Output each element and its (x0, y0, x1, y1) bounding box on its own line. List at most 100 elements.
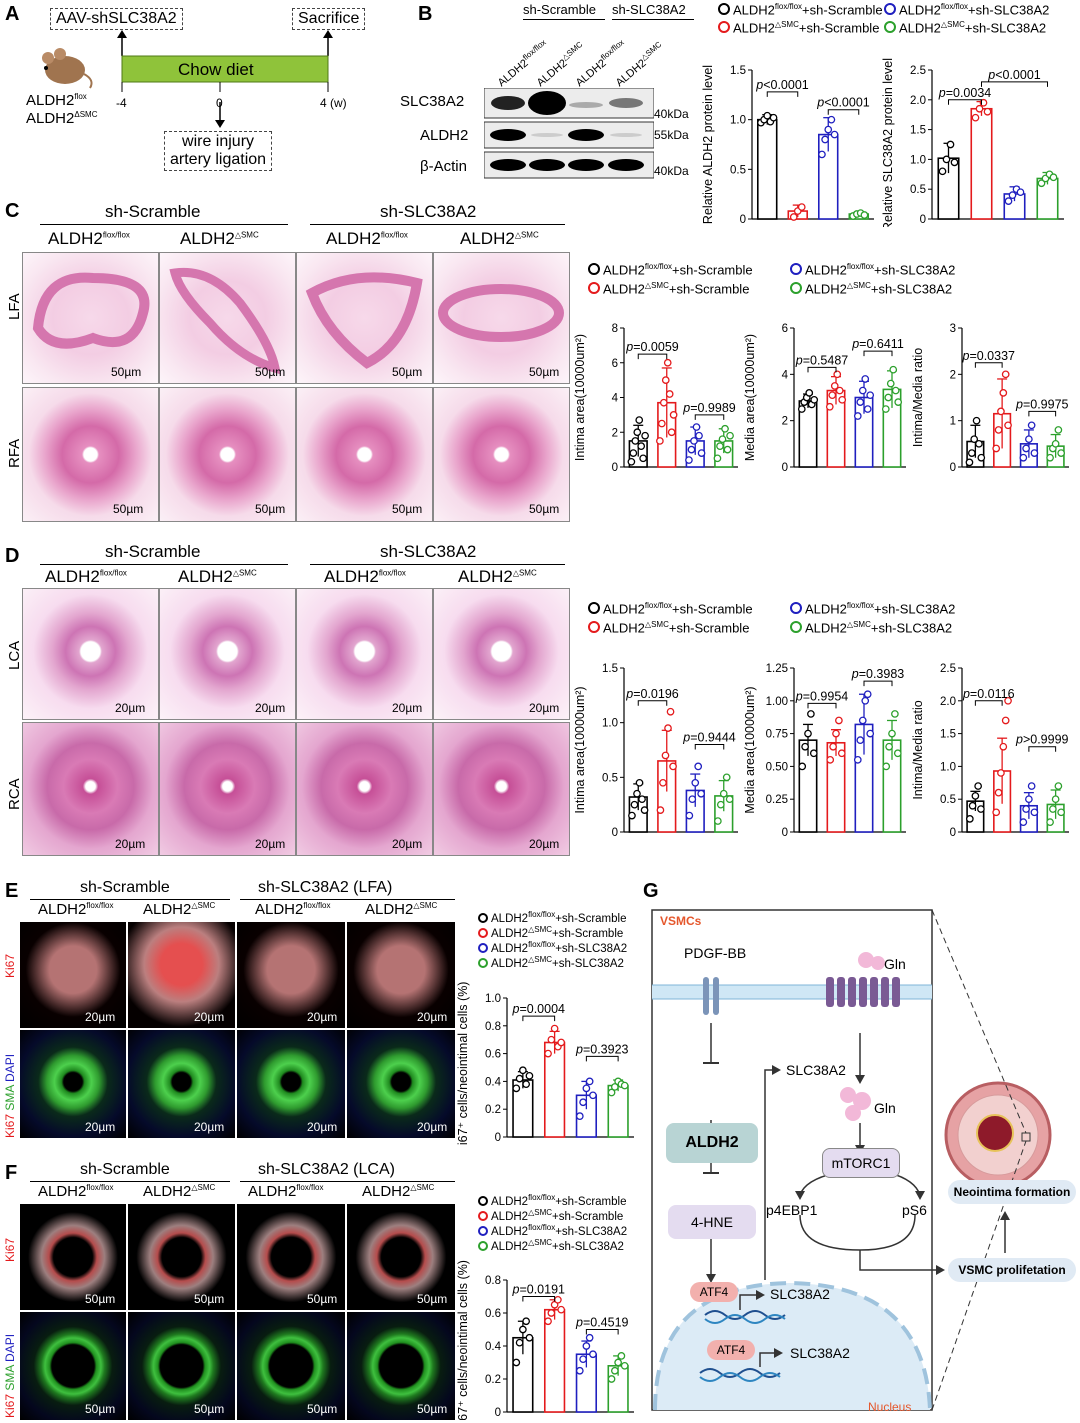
legend-d-2: ALDH2flox/flox+sh-SLC38A2 (790, 601, 955, 616)
data-point (610, 1366, 619, 1375)
data-point (554, 1295, 562, 1304)
data-point (882, 762, 891, 771)
data-point (824, 125, 833, 134)
data-point (1054, 426, 1063, 434)
he-rca-4: 20µm (433, 722, 570, 856)
data-point (889, 365, 898, 374)
g-pdgf: PDGF-BB (684, 945, 747, 961)
data-point (977, 805, 985, 813)
y-axis-label: Intima/Media ratio (911, 348, 925, 447)
f-col-4: ALDH2△SMC (362, 1183, 435, 1200)
data-point (690, 437, 698, 445)
data-point (886, 379, 895, 388)
data-point (512, 1084, 521, 1093)
if-f-ki67-4: 50µm (347, 1204, 455, 1310)
data-point (975, 104, 984, 113)
y-tick-label: 1 (950, 416, 956, 428)
wb-row-aldh2: ALDH2 (420, 127, 469, 144)
data-point (544, 1317, 552, 1326)
if-f-merge-2: 50µm (128, 1312, 235, 1420)
data-point (726, 431, 734, 440)
y-tick-label: 2.0 (940, 696, 956, 708)
he-lfa-4: 50µm (433, 252, 570, 384)
legend-e-3: ALDH2△SMC+sh-SLC38A2 (478, 955, 624, 970)
y-axis-label: Ki67⁺ cells/neointimal cells (%) (456, 982, 470, 1145)
chart-c-ratio: Intima/Media ratio 0 1 2 3 p=0.0337 p=0.9975 (911, 323, 1069, 474)
data-point (525, 1333, 534, 1342)
legend-f-1: ALDH2△SMC+sh-Scramble (478, 1208, 623, 1223)
data-point (575, 1112, 584, 1120)
data-point (999, 389, 1008, 397)
e-group-scramble: sh-Scramble (80, 879, 170, 896)
sig-bracket (637, 353, 668, 360)
p-value: p=0.9444 (682, 731, 736, 745)
y-tick-label: 0.5 (602, 772, 618, 784)
data-point (965, 458, 974, 467)
legend-f-3: ALDH2△SMC+sh-SLC38A2 (478, 1238, 624, 1253)
y-axis-label: Intima area(10000um²) (573, 686, 587, 813)
legend-c-2: ALDH2flox/flox+sh-SLC38A2 (790, 262, 955, 277)
data-point (685, 811, 694, 820)
panel-label-d: D (5, 545, 20, 567)
data-point (856, 736, 865, 745)
if-e-merge-1: 20µm (20, 1030, 126, 1138)
sig-bracket (585, 1055, 619, 1062)
data-point (1022, 444, 1030, 453)
western-blot (484, 88, 654, 179)
data-point (641, 431, 649, 440)
d-col-1: ALDH2flox/flox (45, 567, 127, 586)
data-point (630, 800, 639, 809)
p-value: p<0.0001 (755, 78, 809, 92)
y-tick-label: 0 (495, 1407, 501, 1419)
he-lca-2: 20µm (159, 588, 296, 720)
y-tick-label: 0 (950, 827, 956, 839)
data-point (1019, 818, 1028, 827)
p-value: p=0.5487 (795, 353, 849, 367)
data-point (633, 428, 642, 437)
wb-group-scramble: sh-Scramble (523, 2, 596, 17)
if-e-merge-2: 20µm (128, 1030, 235, 1138)
data-point (832, 729, 840, 738)
data-point (789, 213, 798, 221)
if-e-merge-4: 20µm (347, 1030, 455, 1138)
data-point (628, 811, 636, 820)
p-value: p=0.4519 (575, 1316, 629, 1330)
data-point (992, 808, 1001, 817)
data-point (1019, 453, 1028, 462)
g-neointima: Neointima formation (948, 1180, 1076, 1204)
he-lfa-2: 50µm (159, 252, 296, 384)
data-point (713, 454, 722, 463)
data-point (1030, 808, 1039, 817)
data-point (821, 135, 829, 144)
chart-b-slc38a2: Relative SLC38A2 protein level 0 0.5 1.0 1.5… (881, 58, 1064, 227)
if-e-ki67-1: 20µm (20, 922, 126, 1028)
data-point (716, 800, 725, 809)
he-lca-1: 20µm (22, 588, 159, 720)
sig-bracket (981, 81, 1048, 87)
c-col-3: ALDH2flox/flox (326, 229, 408, 248)
y-tick-label: 2 (612, 427, 618, 439)
data-point (1001, 370, 1010, 379)
data-point (691, 778, 700, 787)
data-point (719, 789, 728, 798)
data-point (579, 1355, 587, 1364)
data-point (1027, 421, 1036, 430)
data-point (620, 1081, 629, 1090)
data-point (804, 729, 812, 738)
injury-box: wire injury artery ligation (164, 131, 273, 171)
data-point (695, 431, 703, 440)
p-value: p=0.0004 (512, 1002, 566, 1016)
data-point (891, 386, 900, 395)
legend-e-2: ALDH2flox/flox+sh-SLC38A2 (478, 940, 627, 955)
c-row-lfa: LFA (6, 293, 23, 320)
data-point (1051, 439, 1060, 448)
y-tick-label: 2.5 (910, 65, 926, 77)
data-point (638, 795, 646, 804)
data-point (829, 742, 837, 751)
if-f-ki67-3: 50µm (237, 1204, 345, 1310)
data-point (1027, 782, 1036, 790)
y-tick-label: 2 (782, 416, 788, 428)
d-col-2: ALDH2△SMC (178, 567, 257, 586)
g-slc-gene-1: SLC38A2 (770, 1286, 830, 1302)
panel-label-f: F (5, 1162, 18, 1184)
